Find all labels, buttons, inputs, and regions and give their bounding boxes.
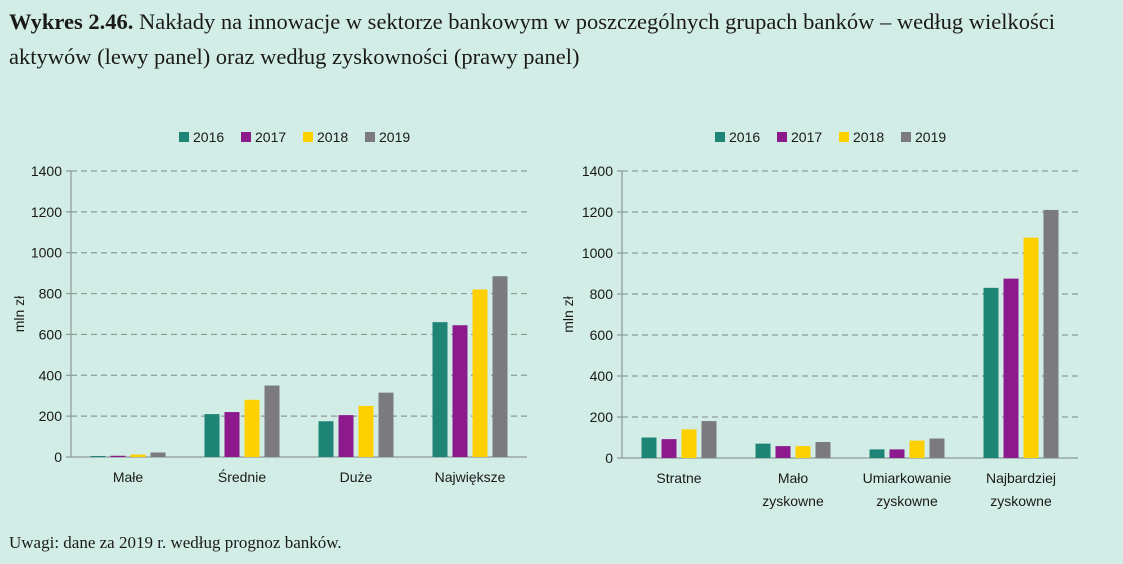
x-tick-label: zyskowne (990, 493, 1052, 509)
figure-title-text: Nakłady na innowacje w sektorze bankowym… (9, 9, 1055, 69)
bar-2019-2 (378, 392, 394, 457)
bar-2017-2 (338, 415, 354, 457)
bar-2019-0 (150, 452, 166, 457)
chart-right-panel: 0 200 400 600 800 1000 1200 1400 mln zł Stratne Ma… (560, 129, 1078, 509)
legend-swatch-2019 (365, 132, 375, 142)
bar-2017-3 (452, 325, 468, 457)
bar-2017-3 (1003, 278, 1019, 458)
y-tick-label: 600 (590, 327, 614, 343)
legend-swatch-2018 (839, 132, 849, 142)
chart-left-panel: 0 200 400 600 800 1000 1200 1400 mln zł Małe Średn… (11, 129, 527, 485)
x-tick-label: Mało (778, 470, 809, 486)
legend-swatch-2016 (715, 132, 725, 142)
legend-swatch-2017 (241, 132, 251, 142)
bar-2019-2 (929, 438, 945, 458)
legend-swatch-2017 (777, 132, 787, 142)
bar-2016-0 (641, 437, 657, 458)
figure-number: Wykres 2.46. (9, 9, 134, 34)
y-tick-label: 800 (39, 286, 63, 302)
x-tick-label: zyskowne (876, 493, 938, 509)
legend-swatch-2016 (179, 132, 189, 142)
bar-2019-0 (701, 421, 717, 458)
figure-title: Wykres 2.46. Nakłady na innowacje w sekt… (9, 4, 1114, 74)
y-tick-label: 0 (54, 449, 62, 465)
y-tick-label: 1200 (582, 204, 613, 220)
bar-2018-1 (795, 446, 811, 458)
legend-label-2017: 2017 (791, 129, 822, 145)
y-tick-label: 400 (39, 367, 63, 383)
legend-label-2017: 2017 (255, 129, 286, 145)
bar-2018-0 (130, 454, 146, 457)
bar-2016-0 (90, 455, 106, 457)
bar-2018-0 (681, 429, 697, 458)
figure-note: Uwagi: dane za 2019 r. według prognoz ba… (9, 533, 342, 552)
x-tick-label: Największe (435, 469, 506, 485)
bar-2016-1 (204, 414, 220, 457)
legend-label-2016: 2016 (729, 129, 760, 145)
y-axis-label: mln zł (560, 295, 576, 332)
x-tick-label: Małe (113, 469, 144, 485)
bar-2018-3 (1023, 237, 1039, 458)
y-tick-label: 1200 (31, 204, 62, 220)
legend-label-2019: 2019 (915, 129, 946, 145)
bar-2019-3 (1043, 209, 1059, 458)
bar-2017-1 (775, 446, 791, 458)
bar-2019-1 (815, 442, 831, 458)
y-axis-label: mln zł (11, 295, 27, 332)
x-tick-label: zyskowne (762, 493, 824, 509)
x-tick-label: Umiarkowanie (863, 470, 952, 486)
bar-2017-2 (889, 449, 905, 458)
y-tick-label: 400 (590, 368, 614, 384)
bar-2019-3 (492, 276, 508, 457)
bar-2017-1 (224, 412, 240, 457)
bar-2018-2 (909, 440, 925, 458)
y-tick-label: 1000 (31, 245, 62, 261)
bar-2016-3 (983, 287, 999, 458)
legend-swatch-2018 (303, 132, 313, 142)
y-tick-label: 1400 (582, 163, 613, 179)
bar-2018-1 (244, 399, 260, 457)
bar-2018-2 (358, 405, 374, 457)
legend-label-2016: 2016 (193, 129, 224, 145)
y-tick-label: 800 (590, 286, 614, 302)
x-tick-label: Stratne (656, 470, 701, 486)
bar-2016-1 (755, 443, 771, 458)
y-tick-label: 600 (39, 326, 63, 342)
bar-2016-3 (432, 322, 448, 457)
bar-2016-2 (318, 421, 334, 457)
x-tick-label: Średnie (218, 468, 266, 485)
legend-label-2018: 2018 (317, 129, 348, 145)
y-tick-label: 0 (605, 450, 613, 466)
y-tick-label: 200 (590, 409, 614, 425)
bar-2019-1 (264, 385, 280, 457)
x-tick-label: Najbardziej (986, 470, 1056, 486)
y-tick-label: 1000 (582, 245, 613, 261)
legend-label-2019: 2019 (379, 129, 410, 145)
bar-2017-0 (661, 439, 677, 458)
bar-2017-0 (110, 455, 126, 457)
y-tick-label: 200 (39, 408, 63, 424)
bar-2016-2 (869, 449, 885, 458)
legend-swatch-2019 (901, 132, 911, 142)
legend-label-2018: 2018 (853, 129, 884, 145)
x-tick-label: Duże (340, 469, 373, 485)
bar-2018-3 (472, 289, 488, 457)
y-tick-label: 1400 (31, 163, 62, 179)
